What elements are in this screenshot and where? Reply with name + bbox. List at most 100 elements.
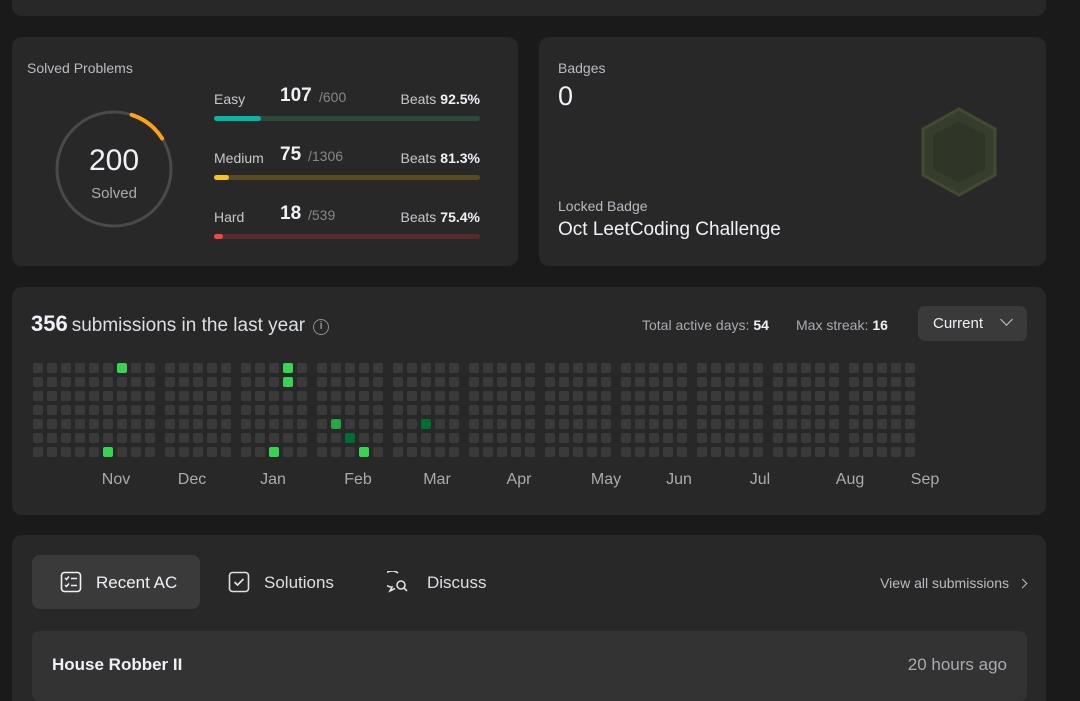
heatmap-cell[interactable] <box>905 405 915 415</box>
heatmap-cell[interactable] <box>103 447 113 457</box>
heatmap-cell[interactable] <box>801 363 811 373</box>
heatmap-cell[interactable] <box>421 363 431 373</box>
heatmap-cell[interactable] <box>449 391 459 401</box>
heatmap-cell[interactable] <box>117 391 127 401</box>
heatmap-cell[interactable] <box>331 391 341 401</box>
heatmap-cell[interactable] <box>359 405 369 415</box>
heatmap-cell[interactable] <box>241 447 251 457</box>
heatmap-cell[interactable] <box>61 447 71 457</box>
heatmap-cell[interactable] <box>373 391 383 401</box>
heatmap-cell[interactable] <box>511 433 521 443</box>
heatmap-cell[interactable] <box>47 433 57 443</box>
heatmap-cell[interactable] <box>863 419 873 429</box>
heatmap-cell[interactable] <box>815 363 825 373</box>
heatmap-cell[interactable] <box>103 419 113 429</box>
heatmap-cell[interactable] <box>677 363 687 373</box>
heatmap-cell[interactable] <box>421 447 431 457</box>
heatmap-cell[interactable] <box>131 391 141 401</box>
heatmap-cell[interactable] <box>649 377 659 387</box>
heatmap-cell[interactable] <box>753 433 763 443</box>
heatmap-cell[interactable] <box>649 419 659 429</box>
heatmap-cell[interactable] <box>849 405 859 415</box>
heatmap-cell[interactable] <box>525 447 535 457</box>
heatmap-cell[interactable] <box>483 363 493 373</box>
heatmap-cell[interactable] <box>297 419 307 429</box>
heatmap-cell[interactable] <box>373 447 383 457</box>
heatmap-cell[interactable] <box>711 405 721 415</box>
heatmap-cell[interactable] <box>331 447 341 457</box>
heatmap-cell[interactable] <box>345 377 355 387</box>
heatmap-cell[interactable] <box>435 405 445 415</box>
heatmap-cell[interactable] <box>61 391 71 401</box>
heatmap-cell[interactable] <box>33 363 43 373</box>
heatmap-cell[interactable] <box>497 419 507 429</box>
heatmap-cell[interactable] <box>483 405 493 415</box>
heatmap-cell[interactable] <box>525 377 535 387</box>
heatmap-cell[interactable] <box>33 433 43 443</box>
heatmap-cell[interactable] <box>393 433 403 443</box>
heatmap-cell[interactable] <box>75 391 85 401</box>
heatmap-cell[interactable] <box>697 433 707 443</box>
heatmap-cell[interactable] <box>905 447 915 457</box>
heatmap-cell[interactable] <box>435 391 445 401</box>
heatmap-cell[interactable] <box>649 391 659 401</box>
heatmap-cell[interactable] <box>635 377 645 387</box>
year-select-dropdown[interactable]: Current <box>918 306 1027 341</box>
heatmap-cell[interactable] <box>559 391 569 401</box>
heatmap-cell[interactable] <box>165 405 175 415</box>
heatmap-cell[interactable] <box>469 405 479 415</box>
heatmap-cell[interactable] <box>905 363 915 373</box>
heatmap-cell[interactable] <box>47 447 57 457</box>
heatmap-cell[interactable] <box>449 447 459 457</box>
heatmap-cell[interactable] <box>635 363 645 373</box>
heatmap-cell[interactable] <box>373 419 383 429</box>
heatmap-cell[interactable] <box>283 377 293 387</box>
heatmap-cell[interactable] <box>815 419 825 429</box>
heatmap-cell[interactable] <box>725 419 735 429</box>
heatmap-cell[interactable] <box>601 377 611 387</box>
heatmap-cell[interactable] <box>663 447 673 457</box>
heatmap-cell[interactable] <box>117 447 127 457</box>
heatmap-cell[interactable] <box>849 377 859 387</box>
heatmap-cell[interactable] <box>587 447 597 457</box>
heatmap-cell[interactable] <box>75 377 85 387</box>
heatmap-cell[interactable] <box>753 377 763 387</box>
heatmap-cell[interactable] <box>131 419 141 429</box>
heatmap-cell[interactable] <box>663 363 673 373</box>
heatmap-cell[interactable] <box>207 363 217 373</box>
heatmap-cell[interactable] <box>573 405 583 415</box>
heatmap-cell[interactable] <box>421 391 431 401</box>
heatmap-cell[interactable] <box>117 419 127 429</box>
heatmap-cell[interactable] <box>89 447 99 457</box>
heatmap-cell[interactable] <box>317 405 327 415</box>
heatmap-cell[interactable] <box>649 433 659 443</box>
heatmap-cell[interactable] <box>753 363 763 373</box>
heatmap-cell[interactable] <box>103 433 113 443</box>
heatmap-cell[interactable] <box>697 419 707 429</box>
heatmap-cell[interactable] <box>635 447 645 457</box>
heatmap-cell[interactable] <box>677 447 687 457</box>
heatmap-cell[interactable] <box>469 363 479 373</box>
heatmap-cell[interactable] <box>573 433 583 443</box>
heatmap-cell[interactable] <box>221 433 231 443</box>
heatmap-cell[interactable] <box>165 419 175 429</box>
info-icon[interactable]: i <box>313 319 330 335</box>
heatmap-cell[interactable] <box>469 447 479 457</box>
heatmap-cell[interactable] <box>165 391 175 401</box>
heatmap-cell[interactable] <box>469 377 479 387</box>
heatmap-cell[interactable] <box>283 419 293 429</box>
heatmap-cell[interactable] <box>815 447 825 457</box>
heatmap-cell[interactable] <box>711 377 721 387</box>
heatmap-cell[interactable] <box>815 377 825 387</box>
heatmap-cell[interactable] <box>435 447 445 457</box>
heatmap-cell[interactable] <box>663 391 673 401</box>
heatmap-cell[interactable] <box>725 391 735 401</box>
heatmap-cell[interactable] <box>179 391 189 401</box>
heatmap-cell[interactable] <box>863 447 873 457</box>
heatmap-cell[interactable] <box>677 405 687 415</box>
heatmap-cell[interactable] <box>773 391 783 401</box>
heatmap-cell[interactable] <box>649 405 659 415</box>
heatmap-cell[interactable] <box>877 377 887 387</box>
heatmap-cell[interactable] <box>739 363 749 373</box>
heatmap-cell[interactable] <box>407 377 417 387</box>
